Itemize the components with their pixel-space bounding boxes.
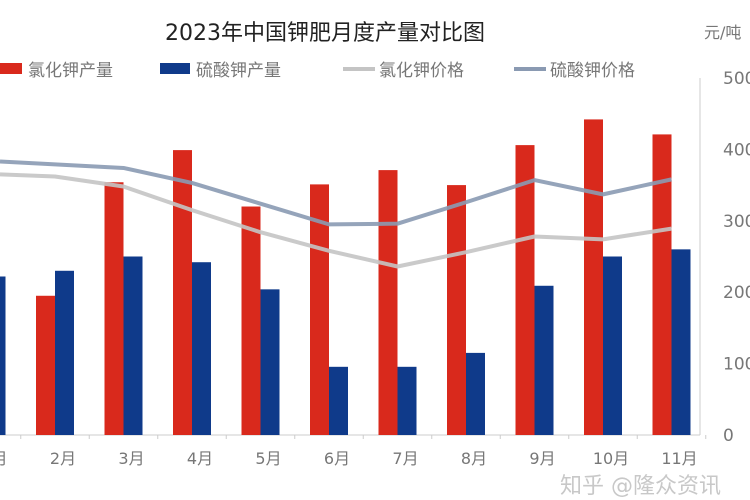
bar-kcl-3月 (104, 182, 124, 435)
bar-kcl-7月 (378, 170, 398, 435)
legend-swatch (0, 63, 22, 74)
bar-k2so4-10月 (603, 256, 622, 435)
bar-kcl-8月 (447, 185, 466, 435)
x-tick-label: 10月 (593, 449, 629, 468)
bar-kcl-10月 (584, 119, 603, 436)
bar-k2so4-11月 (671, 249, 691, 435)
bar-k2so4-9月 (534, 285, 554, 435)
bar-kcl-4月 (173, 150, 192, 435)
bar-k2so4-1月 (0, 276, 6, 435)
line-k2so4-price (0, 159, 672, 227)
bar-k2so4-8月 (466, 352, 485, 435)
x-tick-label: 11月 (661, 449, 697, 468)
x-tick-label: 9月 (529, 449, 555, 468)
chart-title: 2023年中国钾肥月度产量对比图 (165, 21, 485, 46)
legend-label: 氯化钾产量 (28, 61, 113, 81)
legend-label: 硫酸钾产量 (196, 61, 281, 81)
y-tick-label: 2000 (723, 283, 750, 303)
bar-k2so4-3月 (123, 256, 143, 435)
bar-k2so4-5月 (260, 289, 280, 435)
bar-kcl-11月 (652, 134, 672, 435)
x-tick-label: 2月 (50, 449, 76, 468)
x-tick-label: 8月 (461, 449, 487, 468)
bar-k2so4-2月 (55, 270, 74, 435)
watermark: 知乎 @隆众资讯 (560, 474, 721, 499)
legend-label: 氯化钾价格 (379, 61, 464, 81)
legend-swatch (160, 63, 190, 74)
x-tick-label: 1月 (0, 449, 8, 468)
bar-kcl-9月 (515, 145, 535, 435)
y-axis-unit: 元/吨 (704, 23, 741, 42)
y-tick-label: 4000 (723, 140, 750, 160)
bar-kcl-2月 (36, 295, 55, 435)
y-tick-label: 5000 (723, 69, 750, 89)
x-tick-label: 5月 (255, 449, 281, 468)
y-tick-label: 3000 (723, 212, 750, 232)
y-tick-label: 1000 (723, 355, 750, 375)
legend-label: 硫酸钾价格 (550, 61, 635, 81)
bar-kcl-5月 (241, 206, 261, 435)
x-tick-label: 3月 (118, 449, 144, 468)
x-tick-label: 6月 (324, 449, 350, 468)
bar-k2so4-7月 (397, 366, 417, 435)
y-tick-label: 0 (723, 426, 734, 446)
bar-k2so4-4月 (192, 262, 211, 435)
x-tick-label: 4月 (187, 449, 213, 468)
bar-k2so4-6月 (329, 366, 348, 435)
x-tick-label: 7月 (392, 449, 418, 468)
